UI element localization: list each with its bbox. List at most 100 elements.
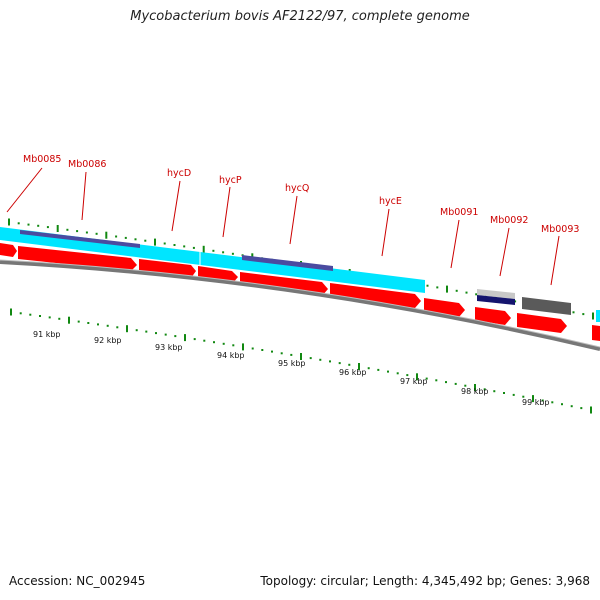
cds-arrow[interactable] xyxy=(517,313,567,333)
minor-tick xyxy=(155,332,157,335)
minor-tick xyxy=(426,284,429,287)
leader-line xyxy=(450,219,460,269)
operon-fragment[interactable] xyxy=(596,310,600,322)
minor-tick xyxy=(134,238,137,241)
scale-ticks xyxy=(10,308,592,414)
minor-tick xyxy=(213,341,215,344)
cds-arrow[interactable] xyxy=(475,307,511,325)
scale-label: 94 kbp xyxy=(217,351,245,360)
minor-tick xyxy=(164,333,167,336)
gene-label-mb0085[interactable]: Mb0085 xyxy=(23,154,61,165)
gene-label-mb0093[interactable]: Mb0093 xyxy=(541,224,579,235)
minor-tick xyxy=(163,242,166,245)
minor-tick xyxy=(551,401,554,404)
leader-line xyxy=(550,235,560,286)
scale-label: 99 kbp xyxy=(522,398,550,407)
cds-arrow[interactable] xyxy=(592,325,600,341)
gene-label-mb0092[interactable]: Mb0092 xyxy=(490,215,528,226)
minor-tick xyxy=(512,393,515,396)
major-tick xyxy=(532,395,534,403)
major-tick xyxy=(68,316,70,324)
cds-arrow[interactable] xyxy=(18,246,137,271)
minor-tick xyxy=(27,223,30,226)
scale-label: 98 kbp xyxy=(461,387,489,396)
gene-label-hycd[interactable]: hycD xyxy=(167,168,191,179)
genome-stats-text: Topology: circular; Length: 4,345,492 bp… xyxy=(260,574,590,588)
minor-tick xyxy=(58,317,61,320)
minor-tick xyxy=(232,344,235,347)
map-title: Mycobacterium bovis AF2122/97, complete … xyxy=(130,9,470,24)
gene-label-hyce[interactable]: hycE xyxy=(379,196,402,207)
gene-label-mb0086[interactable]: Mb0086 xyxy=(68,159,106,170)
minor-tick xyxy=(144,239,147,242)
leader-line xyxy=(81,171,87,221)
accession-text: Accession: NC_002945 xyxy=(9,574,146,588)
major-tick xyxy=(105,231,108,239)
gene-label-mb0091[interactable]: Mb0091 xyxy=(440,207,478,218)
minor-tick xyxy=(367,367,370,370)
minor-tick xyxy=(271,350,273,353)
major-tick xyxy=(126,325,128,333)
minor-tick xyxy=(425,377,428,380)
minor-tick xyxy=(290,353,293,356)
minor-tick xyxy=(572,311,575,314)
minor-tick xyxy=(454,382,457,385)
operon-inner-bar[interactable] xyxy=(20,230,140,248)
minor-tick xyxy=(522,395,525,398)
minor-tick xyxy=(582,313,585,316)
minor-tick xyxy=(465,291,468,294)
scale-label: 95 kbp xyxy=(278,359,306,368)
gene-labels: Mb0085 Mb0086 hycD hycP hycQ hycE Mb0091… xyxy=(23,154,579,235)
minor-tick xyxy=(116,326,119,329)
minor-tick xyxy=(338,362,341,365)
leader-line xyxy=(222,186,231,238)
scale-label: 92 kbp xyxy=(94,336,122,345)
minor-tick xyxy=(115,235,118,238)
cds-track xyxy=(0,243,600,341)
major-tick xyxy=(300,353,302,360)
cds-arrow[interactable] xyxy=(240,272,328,296)
minor-tick xyxy=(106,324,109,327)
leader-line xyxy=(381,208,390,257)
minor-tick xyxy=(46,226,49,229)
minor-tick xyxy=(475,293,478,296)
cds-arrow[interactable] xyxy=(0,243,17,257)
leader-line xyxy=(6,167,43,213)
feature-block[interactable] xyxy=(522,297,571,315)
major-tick xyxy=(154,238,156,246)
minor-tick xyxy=(29,313,32,316)
minor-tick xyxy=(193,338,196,341)
minor-tick xyxy=(445,381,447,384)
minor-tick xyxy=(309,357,312,360)
major-tick xyxy=(358,363,360,370)
scale-label: 93 kbp xyxy=(155,343,183,352)
minor-tick xyxy=(222,251,225,254)
operon-inner-bar[interactable] xyxy=(242,255,333,271)
minor-tick xyxy=(66,228,69,231)
minor-tick xyxy=(436,286,439,289)
scale-label: 91 kbp xyxy=(33,330,61,339)
minor-tick xyxy=(87,322,90,324)
minor-tick xyxy=(348,363,351,366)
feature-block[interactable] xyxy=(477,295,515,305)
minor-tick xyxy=(541,399,544,402)
major-tick xyxy=(56,225,59,232)
scale-label: 96 kbp xyxy=(339,368,367,377)
leader-line xyxy=(289,195,298,245)
cds-arrow[interactable] xyxy=(330,283,421,308)
minor-tick xyxy=(493,390,496,393)
minor-tick xyxy=(85,231,88,234)
gene-label-hycq[interactable]: hycQ xyxy=(285,183,309,194)
operon-track xyxy=(0,227,600,322)
minor-tick xyxy=(19,312,22,315)
major-tick xyxy=(8,218,10,226)
major-tick xyxy=(202,245,205,253)
other-features xyxy=(477,289,571,315)
major-tick xyxy=(474,384,476,391)
minor-tick xyxy=(514,300,517,303)
gene-label-hycp[interactable]: hycP xyxy=(219,175,242,186)
leader-line xyxy=(171,180,181,232)
feature-block[interactable] xyxy=(477,289,515,299)
major-tick xyxy=(416,373,418,381)
